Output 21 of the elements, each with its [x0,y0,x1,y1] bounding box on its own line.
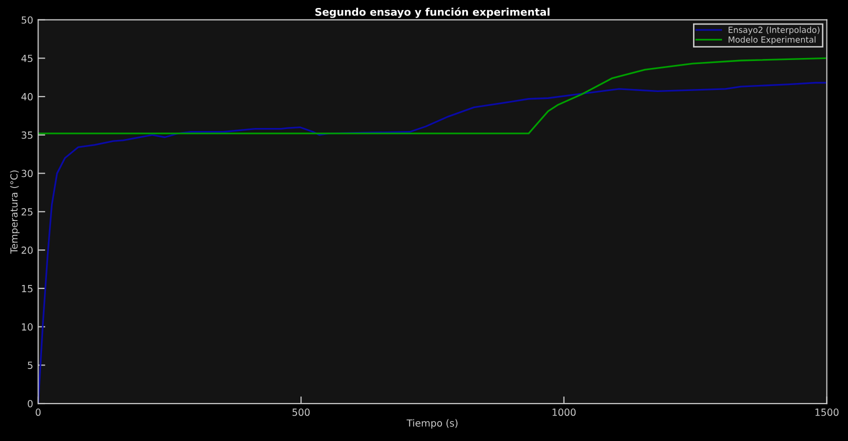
y-tick-label: 10 [22,323,33,331]
y-tick-label: 45 [21,54,32,62]
legend-label: Modelo Experimental [728,36,816,44]
x-tick-label: 500 [292,408,310,416]
y-tick-label: 40 [21,93,33,100]
y-tick-label: 25 [22,208,32,216]
y-tick-label: 50 [22,16,33,24]
y-tick-label: 20 [22,246,33,254]
x-tick-label: 1500 [815,408,839,416]
y-tick-label: 5 [28,362,32,369]
legend-label: Ensayo2 (Interpolado) [728,26,820,35]
x-tick-label: 0 [36,408,41,416]
x-tick-label: 1000 [552,408,576,416]
y-axis-title: Temperatura (°C) [10,170,20,254]
y-tick-label: 0 [28,400,33,408]
y-tick-label: 30 [22,170,33,178]
y-tick-label: 35 [22,131,32,139]
chart-title: Segundo ensayo y función experimental [315,7,550,18]
y-tick-label: 15 [22,285,32,292]
x-axis-title: Tiempo (s) [406,419,458,429]
line-series [38,57,826,134]
